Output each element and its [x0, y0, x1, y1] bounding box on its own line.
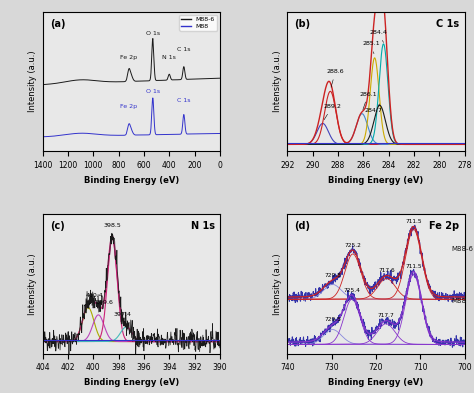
Text: (a): (a) [50, 19, 65, 29]
X-axis label: Binding Energy (eV): Binding Energy (eV) [328, 176, 423, 185]
Text: 284.4: 284.4 [370, 30, 387, 42]
Text: 286.1: 286.1 [359, 92, 377, 110]
Text: M88-6: M88-6 [451, 246, 473, 252]
Text: N 1s: N 1s [191, 221, 215, 231]
Text: 711.5: 711.5 [405, 264, 422, 269]
X-axis label: Binding Energy (eV): Binding Energy (eV) [84, 176, 179, 185]
Text: C 1s: C 1s [436, 19, 459, 29]
Text: N 1s: N 1s [162, 55, 176, 61]
Text: (b): (b) [294, 19, 310, 29]
Y-axis label: Intensity (a.u.): Intensity (a.u.) [273, 253, 282, 315]
Text: Fe 2p: Fe 2p [120, 55, 137, 61]
Text: M88: M88 [451, 298, 466, 304]
Text: 397.4: 397.4 [113, 312, 131, 323]
Legend: M88-6, M88: M88-6, M88 [180, 15, 217, 31]
Text: C 1s: C 1s [177, 47, 191, 52]
Text: 725.4: 725.4 [344, 288, 360, 293]
Text: Fe 2p: Fe 2p [429, 221, 459, 231]
Text: 398.5: 398.5 [103, 224, 121, 234]
Text: 289.2: 289.2 [323, 104, 341, 120]
Text: 717.6: 717.6 [378, 268, 395, 273]
X-axis label: Binding Energy (eV): Binding Energy (eV) [84, 378, 179, 387]
Text: (d): (d) [294, 221, 310, 231]
Text: O 1s: O 1s [146, 89, 160, 94]
Text: 729.8: 729.8 [324, 317, 341, 322]
Text: 285.1: 285.1 [363, 41, 380, 54]
Text: 288.6: 288.6 [327, 69, 344, 87]
Y-axis label: Intensity (a.u.): Intensity (a.u.) [28, 51, 37, 112]
Text: (c): (c) [50, 221, 64, 231]
Text: Fe 2p: Fe 2p [120, 104, 137, 109]
Text: 725.2: 725.2 [345, 243, 361, 248]
Y-axis label: Intensity (a.u.): Intensity (a.u.) [28, 253, 37, 315]
Text: 399.6: 399.6 [96, 300, 114, 311]
Text: C 1s: C 1s [177, 98, 191, 103]
Text: 400.4: 400.4 [86, 293, 103, 304]
Text: O 1s: O 1s [146, 31, 160, 36]
Text: 711.5: 711.5 [405, 219, 422, 224]
Text: 729.8: 729.8 [324, 273, 341, 277]
Text: 717.7: 717.7 [378, 313, 394, 318]
X-axis label: Binding Energy (eV): Binding Energy (eV) [328, 378, 423, 387]
Y-axis label: Intensity (a.u.): Intensity (a.u.) [273, 51, 282, 112]
Text: 284.7: 284.7 [365, 104, 383, 113]
